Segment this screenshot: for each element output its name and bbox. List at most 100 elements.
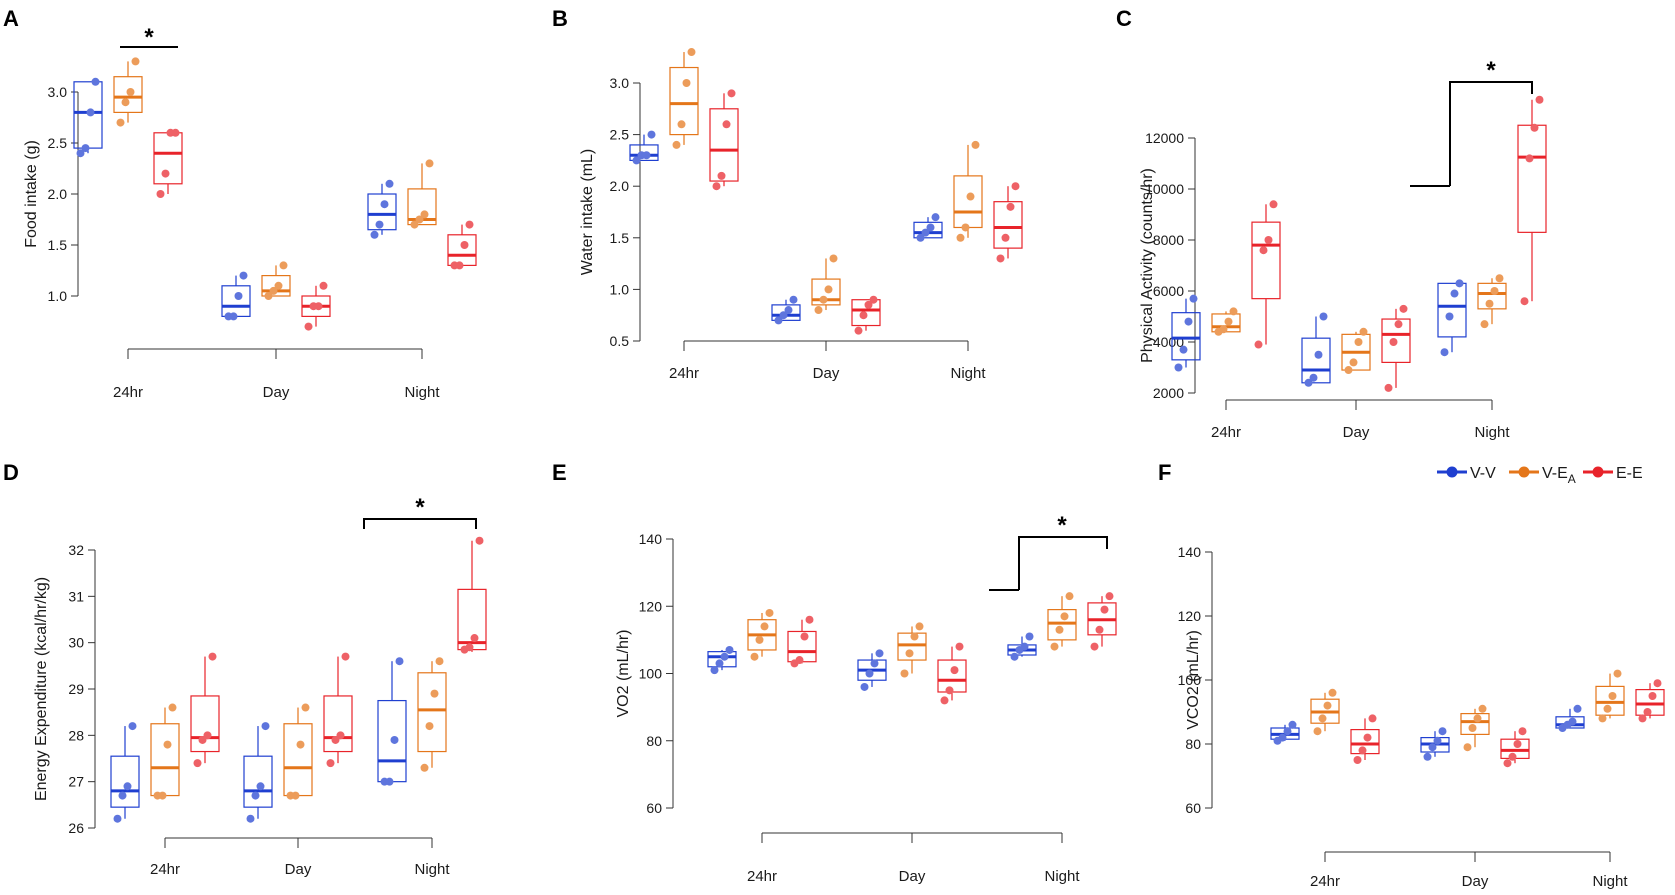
- data-point: [1105, 592, 1114, 601]
- data-point: [301, 703, 310, 712]
- data-point: [455, 261, 464, 270]
- panel-d-sig-star: *: [415, 494, 425, 521]
- data-point: [875, 649, 884, 658]
- data-point: [945, 686, 954, 695]
- data-point: [961, 223, 970, 232]
- data-point: [687, 48, 696, 57]
- data-point: [1060, 612, 1069, 621]
- data-point: [261, 722, 270, 731]
- data-point: [1025, 632, 1034, 641]
- data-point: [727, 89, 736, 98]
- panel-e-y-tick-label: 140: [639, 531, 663, 547]
- data-point: [131, 57, 140, 66]
- data-point: [1001, 233, 1010, 242]
- data-point: [717, 171, 726, 180]
- data-point: [1653, 679, 1662, 688]
- data-point: [1573, 704, 1582, 713]
- data-point: [1314, 350, 1323, 359]
- panel-b: B 0.5 1.0 1.5 2.0 2.5 3.0 Water intake (mL) 24hr…: [552, 6, 1023, 382]
- data-point: [229, 312, 238, 321]
- panel-c-x-tick-label: 24hr: [1211, 424, 1241, 441]
- panel-c-sig-star: *: [1486, 57, 1496, 84]
- box-iqr: [1251, 221, 1281, 300]
- panel-a-box-v-v-night: [367, 179, 397, 239]
- data-point: [465, 643, 474, 652]
- data-point: [870, 659, 879, 668]
- data-point: [966, 192, 975, 201]
- legend-label-v-ea: V-EA: [1542, 465, 1576, 486]
- data-point: [341, 652, 350, 661]
- box-iqr: [1595, 685, 1625, 716]
- data-point: [1394, 320, 1403, 329]
- data-point: [800, 632, 809, 641]
- panel-f-box-v-v-night: [1555, 704, 1585, 732]
- panel-d-box-v-v-day: [243, 722, 273, 823]
- data-point: [1050, 642, 1059, 651]
- data-point: [420, 210, 429, 219]
- data-point: [750, 652, 759, 661]
- data-point: [1648, 692, 1657, 700]
- panel-f-x-tick-label: 24hr: [1310, 873, 1340, 890]
- panel-c-y-tick-label: 12000: [1145, 130, 1184, 146]
- box-iqr: [1555, 716, 1585, 729]
- box-iqr: [707, 651, 737, 668]
- panel-c-letter: C: [1116, 6, 1132, 31]
- data-point: [81, 144, 90, 153]
- data-point: [905, 649, 914, 658]
- box-iqr: [150, 723, 180, 797]
- data-point: [1006, 202, 1015, 211]
- data-point: [725, 645, 734, 654]
- data-point: [859, 311, 868, 320]
- panel-b-y-tick-label: 3.0: [610, 75, 630, 91]
- panel-c-box-v-ea-night: [1477, 274, 1507, 329]
- box-iqr: [190, 695, 220, 753]
- panel-e-box-v-ea-night: [1047, 592, 1077, 651]
- data-point: [264, 292, 273, 300]
- panel-b-y-title: Water intake (mL): [579, 149, 596, 276]
- data-point: [1319, 312, 1328, 321]
- panel-e-box-v-v-day: [857, 649, 887, 691]
- box-iqr: [1460, 712, 1490, 735]
- box-iqr: [417, 672, 447, 753]
- data-point: [1229, 307, 1238, 316]
- panel-c-box-e-e-24hr: [1251, 200, 1281, 349]
- data-point: [722, 120, 731, 129]
- data-point: [1384, 383, 1393, 392]
- data-point: [1020, 642, 1029, 651]
- panel-d-y-tick-label: 30: [68, 635, 84, 651]
- panel-d-letter: D: [3, 460, 19, 485]
- data-point: [420, 763, 429, 772]
- data-point: [715, 659, 724, 668]
- box-iqr: [283, 723, 313, 797]
- panel-d-box-v-v-night: [377, 657, 407, 786]
- panel-a-x-tick-label: 24hr: [113, 384, 143, 401]
- data-point: [319, 281, 328, 290]
- data-point: [336, 731, 345, 740]
- box-iqr: [669, 66, 699, 136]
- data-point: [1354, 338, 1363, 346]
- panel-a-y-tick-label: 1.5: [48, 237, 68, 253]
- data-point: [246, 814, 255, 823]
- data-point: [1490, 287, 1499, 295]
- data-point: [251, 791, 260, 800]
- data-point: [1100, 605, 1109, 614]
- data-point: [171, 128, 180, 137]
- panel-c-y-title: Physical Activity (counts/hr): [1139, 168, 1156, 363]
- panel-f-box-v-v-day: [1420, 727, 1450, 761]
- panel-e-box-v-v-24hr: [707, 645, 737, 675]
- panel-c-box-v-v-24hr: [1171, 294, 1201, 372]
- data-point: [814, 306, 823, 315]
- panel-d-x-tick-label: Night: [414, 861, 450, 878]
- data-point: [931, 213, 940, 222]
- panel-b-x-tick-label: 24hr: [669, 365, 699, 382]
- panel-b-box-v-ea-24hr: [669, 48, 699, 149]
- data-point: [1433, 736, 1442, 745]
- data-point: [1313, 727, 1322, 736]
- data-point: [1358, 746, 1367, 755]
- panel-b-x-tick-label: Night: [950, 365, 986, 382]
- panel-e-sig-star: *: [1057, 512, 1067, 539]
- data-point: [279, 261, 288, 270]
- panel-f-y-title: VCO2 (mL/hr): [1185, 630, 1202, 730]
- data-point: [1428, 743, 1437, 752]
- panel-c-x-tick-label: Day: [1343, 424, 1370, 441]
